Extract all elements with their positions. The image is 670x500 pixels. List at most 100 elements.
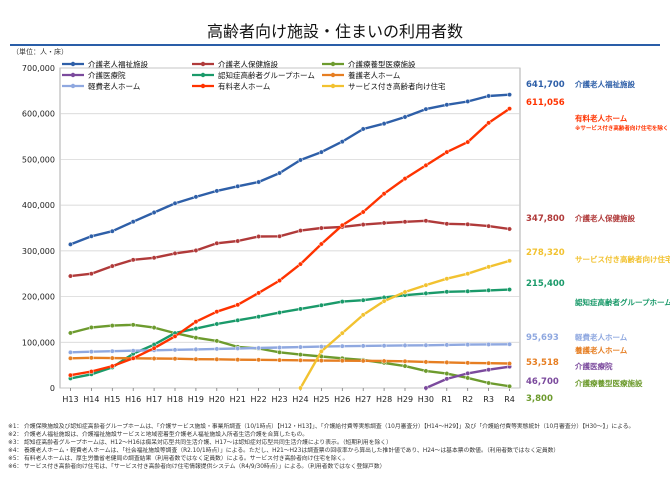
data-point (465, 221, 471, 227)
data-point (88, 233, 94, 239)
data-point (318, 344, 324, 350)
data-point (402, 219, 408, 225)
line-chart: 0 100,000 200,000 300,000 400,000 500,000 600,… (22, 59, 670, 404)
data-point (360, 312, 366, 318)
data-point (193, 356, 199, 362)
x-tick-label: H23 (271, 395, 287, 404)
x-tick-label: H21 (230, 395, 246, 404)
data-point (277, 310, 282, 316)
legend-marker (70, 72, 76, 78)
series-end-value: 278,320 (526, 248, 565, 258)
data-point (402, 289, 408, 295)
series-line (70, 356, 510, 365)
data-point (444, 371, 450, 377)
data-point (214, 321, 220, 327)
data-point (109, 323, 115, 329)
data-point (256, 179, 262, 185)
title-underline (10, 44, 660, 46)
data-point (444, 221, 450, 227)
x-tick-label: R2 (462, 395, 473, 404)
series-end-value: 215,400 (526, 279, 565, 289)
data-point (423, 218, 429, 224)
data-point (172, 333, 178, 339)
data-point (277, 345, 282, 350)
data-point (151, 255, 157, 261)
data-point (318, 241, 324, 247)
data-point (381, 298, 387, 304)
data-point (360, 297, 366, 303)
data-point (465, 288, 471, 294)
data-point (465, 99, 471, 104)
data-point (256, 357, 262, 363)
data-point (68, 330, 73, 336)
legend-label: 軽費老人ホーム (88, 81, 140, 91)
footnote: ※5： 有料老人ホームは、厚生労働省老健局の調査結果（利用者数ではなく定員数）によ… (8, 455, 664, 463)
data-point (423, 162, 429, 168)
data-point (277, 357, 282, 363)
footnote-mark: ※3： (8, 440, 23, 446)
data-point (318, 149, 324, 155)
footnote: ※4： 養護老人ホーム・軽費老人ホームは、「社会福祉施設等調査（R2.10/1時点… (8, 447, 664, 455)
legend-label: 介護老人保健施設 (218, 59, 278, 69)
data-point (423, 368, 429, 374)
y-tick-label: 400,000 (22, 201, 55, 210)
data-point (486, 341, 492, 347)
data-point (109, 363, 115, 369)
data-point (486, 380, 492, 386)
legend-marker (330, 61, 336, 67)
footnote-text: 認知症高齢者グループホームは、H12〜H16は痴呆対応型共同生活介護、H17〜は… (24, 440, 392, 446)
series-end-value: 95,693 (526, 333, 559, 343)
data-point (130, 257, 136, 263)
data-point (214, 188, 220, 194)
footnote-mark: ※6： (8, 464, 23, 470)
data-point (130, 219, 136, 225)
data-point (130, 348, 136, 354)
footnote-text: 養護老人ホーム・軽費老人ホームは、「社会福祉施設等調査（R2.10/1時点）」に… (24, 448, 560, 454)
data-point (172, 250, 178, 256)
data-point (298, 385, 303, 391)
data-point (109, 228, 115, 234)
footnote: ※2： 介護老人福祉施設は、介護福祉施設サービスと地域密着型介護老人福祉施設入所者… (8, 431, 664, 439)
data-point (318, 348, 324, 354)
data-point (214, 346, 220, 352)
footnote-text: 有料老人ホームは、厚生労働省老健局の調査結果（利用者数ではなく定員数）による。サ… (24, 456, 349, 462)
legend-label: 介護老人福祉施設 (88, 59, 148, 69)
series-end-name: 有料老人ホーム (575, 113, 628, 123)
data-point (193, 319, 199, 325)
data-point (172, 200, 178, 206)
data-point (402, 176, 408, 182)
data-point (151, 325, 157, 331)
page-title: 高齢者向け施設・住まいの利用者数 (206, 22, 463, 41)
series-end-name: 軽費老人ホーム (575, 332, 628, 342)
data-point (402, 342, 408, 348)
data-point (68, 241, 73, 247)
data-point (486, 264, 492, 270)
data-point (235, 317, 241, 323)
data-point (423, 342, 429, 348)
series-end-value: 347,800 (526, 214, 565, 224)
data-point (360, 126, 366, 132)
data-point (109, 263, 115, 269)
data-point (444, 102, 450, 108)
series-end-name: 介護老人福祉施設 (574, 79, 635, 89)
x-tick-label: H13 (62, 395, 78, 404)
data-point (465, 139, 471, 145)
data-point (444, 289, 450, 295)
data-point (381, 121, 387, 127)
x-tick-label: R4 (504, 395, 515, 404)
legend-label: 養護老人ホーム (348, 70, 400, 80)
data-point (381, 220, 387, 226)
x-tick-label: H24 (292, 395, 308, 404)
data-point (360, 222, 366, 228)
x-tick-label: H27 (355, 395, 371, 404)
data-point (88, 325, 94, 330)
data-point (298, 228, 303, 234)
data-point (298, 357, 303, 363)
series-line (70, 219, 510, 278)
footnote-text: 介護保険施設及び認知症高齢者グループホームは、「介護サービス施設・事業所調査（1… (24, 424, 635, 430)
footnote: ※3： 認知症高齢者グループホームは、H12〜H16は痴呆対応型共同生活介護、H1… (8, 439, 664, 447)
data-point (486, 223, 492, 229)
y-tick-label: 100,000 (22, 338, 55, 347)
data-point (318, 358, 324, 364)
data-point (486, 360, 492, 366)
